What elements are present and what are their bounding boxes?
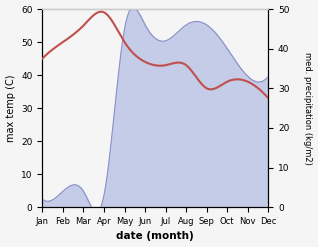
- X-axis label: date (month): date (month): [116, 231, 194, 242]
- Y-axis label: med. precipitation (kg/m2): med. precipitation (kg/m2): [303, 52, 313, 165]
- Y-axis label: max temp (C): max temp (C): [5, 74, 16, 142]
